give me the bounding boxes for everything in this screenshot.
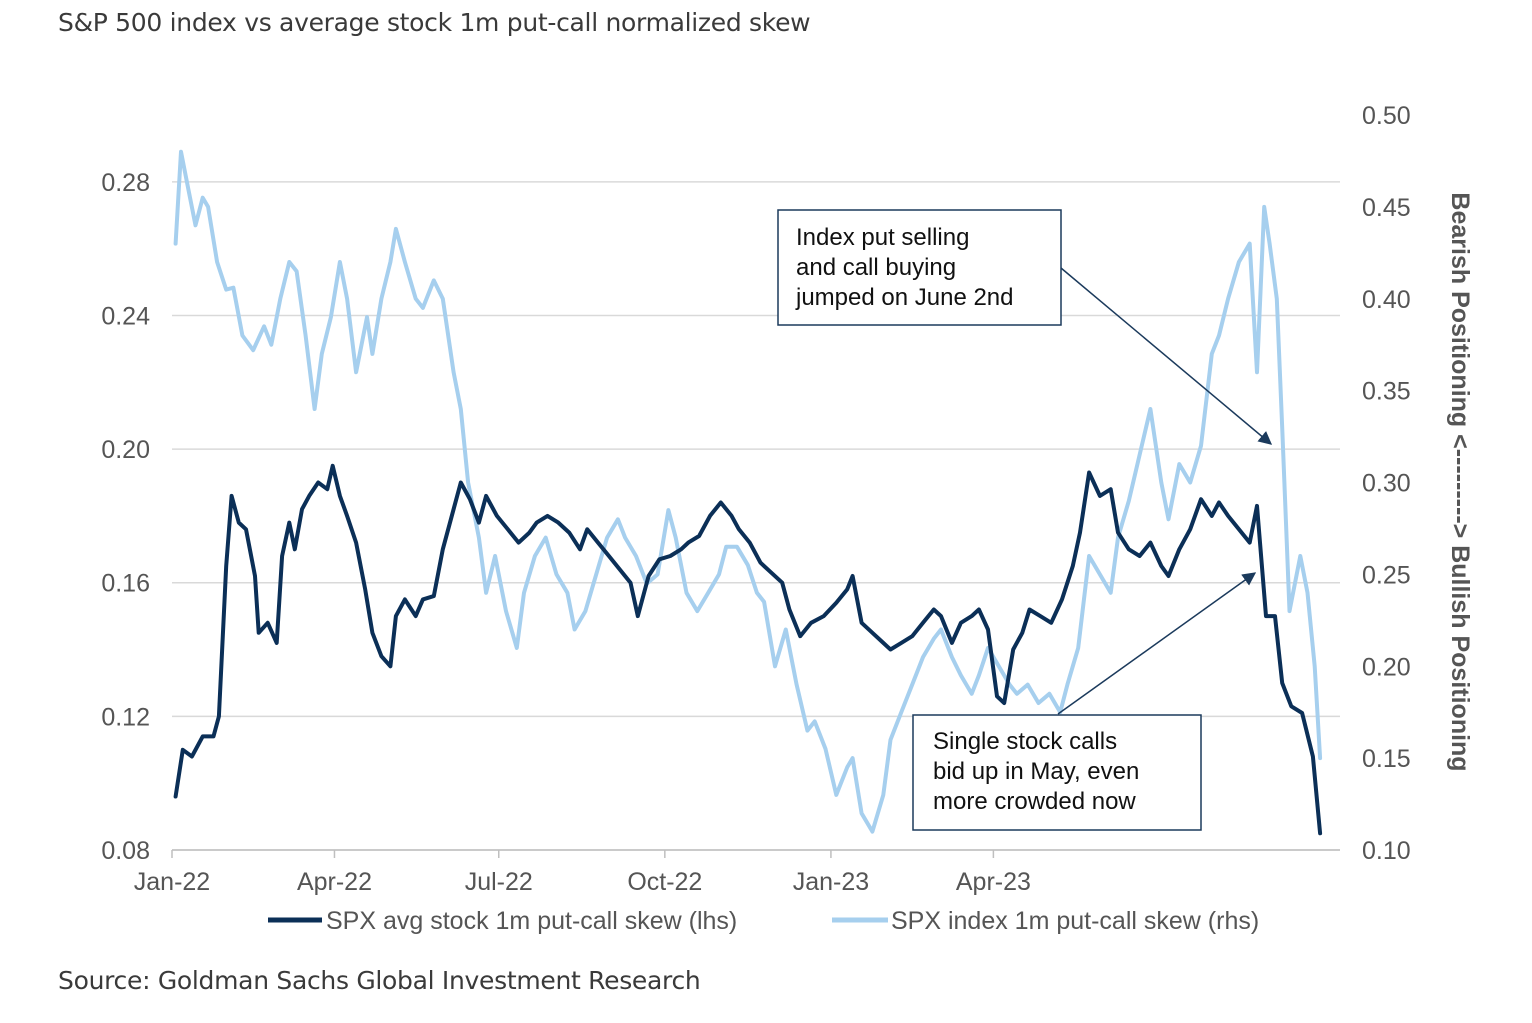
x-tick-label: Apr-23 xyxy=(956,868,1031,896)
x-tick-label: Oct-22 xyxy=(627,868,702,896)
right-tick-label: 0.20 xyxy=(1362,653,1411,681)
annotation-line: more crowded now xyxy=(933,788,1136,815)
left-tick-label: 0.16 xyxy=(101,570,150,598)
series-line-stock-skew xyxy=(173,463,1323,836)
x-tick-label: Apr-22 xyxy=(297,868,372,896)
annotation-line: Index put selling xyxy=(796,224,969,251)
annotation-line: and call buying xyxy=(796,254,956,281)
left-tick-label: 0.20 xyxy=(101,436,150,464)
right-tick-label: 0.15 xyxy=(1362,745,1411,773)
annotation-line: bid up in May, even xyxy=(933,758,1139,785)
legend-label-index-skew: SPX index 1m put-call skew (rhs) xyxy=(891,907,1259,935)
right-tick-label: 0.50 xyxy=(1362,102,1411,130)
annotations: Index put selling and call buying jumped o… xyxy=(777,209,1273,831)
x-tick-label: Jan-23 xyxy=(793,868,869,896)
legend: SPX avg stock 1m put-call skew (lhs) SPX … xyxy=(268,907,1259,935)
left-tick-label: 0.12 xyxy=(101,703,150,731)
annotation-box-index xyxy=(777,209,1062,326)
left-tick-label: 0.24 xyxy=(101,302,150,330)
right-tick-label: 0.40 xyxy=(1362,286,1411,314)
annotation-line: Single stock calls xyxy=(933,728,1117,755)
annotation-line: jumped on June 2nd xyxy=(795,284,1014,311)
right-tick-label: 0.10 xyxy=(1362,837,1411,865)
series-lines xyxy=(173,149,1323,836)
series-line-index-skew xyxy=(173,149,1323,834)
right-tick-label: 0.45 xyxy=(1362,194,1411,222)
right-axis-label: Bearish Positioning <---------> Bullish … xyxy=(1446,192,1474,771)
left-tick-label: 0.08 xyxy=(101,837,150,865)
right-tick-label: 0.25 xyxy=(1362,561,1411,589)
source-note: Source: Goldman Sachs Global Investment … xyxy=(58,966,701,995)
annotation-arrow-stock xyxy=(1057,572,1257,715)
x-tick-label: Jul-22 xyxy=(465,868,533,896)
left-tick-label: 0.28 xyxy=(101,169,150,197)
axes: 0.28 0.24 0.20 0.16 0.12 0.08 0.50 0.45 0.40 0.35… xyxy=(101,102,1474,896)
right-tick-label: 0.35 xyxy=(1362,378,1411,406)
x-tick-label: Jan-22 xyxy=(134,868,210,896)
legend-label-stock-skew: SPX avg stock 1m put-call skew (lhs) xyxy=(326,907,737,935)
right-tick-label: 0.30 xyxy=(1362,470,1411,498)
annotation-box-stock xyxy=(912,714,1202,831)
chart-subtitle: S&P 500 index vs average stock 1m put-ca… xyxy=(58,8,811,37)
annotation-arrow-index xyxy=(1060,267,1273,445)
